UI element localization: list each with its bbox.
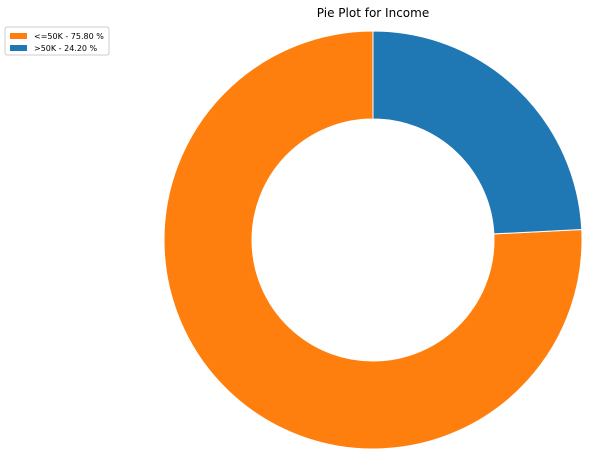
pie-slice-1 <box>372 30 583 235</box>
legend-frame <box>4 26 110 56</box>
legend-swatch-1 <box>10 45 27 51</box>
pie-slice-0 <box>163 30 583 450</box>
legend-label-1: >50K - 24.20 % <box>34 44 98 53</box>
pie-slices <box>163 30 583 450</box>
chart-title: Pie Plot for Income <box>317 6 429 20</box>
legend: <=50K - 75.80 % >50K - 24.20 % <box>4 26 110 56</box>
legend-items: <=50K - 75.80 % >50K - 24.20 % <box>10 32 104 53</box>
legend-label-0: <=50K - 75.80 % <box>34 32 104 41</box>
legend-swatch-0 <box>10 33 27 39</box>
